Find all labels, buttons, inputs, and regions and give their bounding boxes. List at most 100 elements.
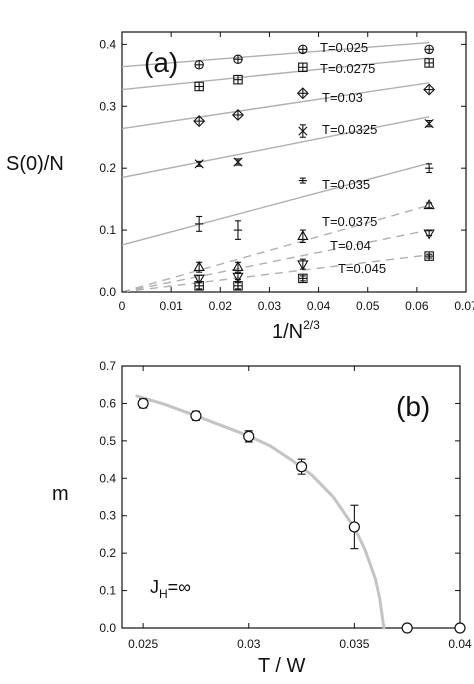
panel-a-point [298,62,308,73]
panel-a-point [232,272,244,283]
panel-a-point [298,177,308,184]
panel-a-point [298,44,308,55]
panel-a-xlabel-main: 1/N [272,321,303,343]
panel-a-fit-line [121,162,430,246]
panel-a-xtick-label: 0.05 [356,299,380,313]
panel-b-ytick-label: 0.4 [99,471,116,485]
panel-a-point [194,60,204,70]
panel-a-ytick-label: 0.1 [99,223,116,237]
panel-a-ylabel: S(0)/N [6,153,64,175]
panel-a-point [297,229,309,244]
panel-b-xtick-label: 0.04 [448,637,472,651]
panel-a-point [194,81,204,92]
panel-a-point [423,199,435,210]
panel-a-xtick-label: 0.01 [159,299,183,313]
panel-b-point [401,622,413,634]
panel-a-series-label: T=0.045 [338,261,386,276]
panel-a-point [233,157,243,167]
panel-a-point [194,215,204,232]
panel-a-point [233,281,243,291]
panel-a-xtick-label: 0.07 [454,299,474,313]
panel-a-fit-line [121,254,430,293]
panel-a-series-label: T=0.03 [322,90,363,105]
panel-a: 0 0.01 0.02 0.03 0.04 0.05 0.06 0.07 0.0 0.1 0.2 0.… [6,31,474,343]
panel-b-ytick-label: 0.1 [99,584,116,598]
panel-a-points [193,44,436,291]
panel-b-xlabel: T / W [258,655,306,677]
panel-a-series-label: T=0.0325 [322,122,377,137]
panel-b-annotation: JH=∞ [150,577,191,601]
panel-b-xtick-label: 0.03 [237,637,261,651]
panel-b-xtick-label: 0.025 [128,637,158,651]
panel-b-ytick-label: 0.7 [99,359,116,373]
panel-a-point [233,74,243,85]
panel-b-ylabel: m [52,483,69,505]
panel-a-frame [121,31,467,293]
panel-a-fit-line [121,204,430,293]
panel-b-points [137,397,466,634]
panel-a-point [193,115,206,128]
panel-b-point [243,430,255,443]
panel-a-label: (a) [144,47,178,78]
panel-a-fit-line [121,41,430,68]
panel-a-point [232,260,244,273]
panel-a-fit-line [121,229,430,293]
panel-b-point [137,397,149,410]
panel-a-xtick-label: 0.04 [307,299,331,313]
panel-a-ytick-label: 0.0 [99,285,116,299]
panel-a-ticks: 0 0.01 0.02 0.03 0.04 0.05 0.06 0.07 0.0 0.1 0.2 0.… [99,32,474,313]
panel-b-ytick-label: 0.6 [99,396,116,410]
panel-a-point [233,220,243,240]
panel-a-point [194,281,204,291]
panel-a-series-label: T=0.035 [322,177,370,192]
panel-a-xtick-label: 0.06 [405,299,429,313]
panel-a-xtick-label: 0 [119,299,126,313]
panel-a-xlabel: 1/N2/3 [272,318,320,343]
panel-b-ytick-label: 0.3 [99,509,116,523]
panel-a-point [424,163,434,174]
panel-a-series-label: T=0.025 [320,40,368,55]
panel-a-point [424,119,434,129]
panel-a-point [297,258,309,271]
panel-b-point [348,504,360,550]
panel-a-series-labels: T=0.025 T=0.0275 T=0.03 T=0.0325 T=0.035 T=0.… [320,40,386,276]
panel-a-xtick-label: 0.03 [258,299,282,313]
panel-a-xtick-label: 0.02 [209,299,233,313]
panel-a-point [424,44,434,55]
panel-b-ytick-label: 0.0 [99,621,116,635]
panel-a-series-label: T=0.0275 [320,61,375,76]
panel-b-xtick-label: 0.035 [339,637,369,651]
panel-a-point [193,260,205,273]
panel-a-point [298,124,308,138]
panel-a-series-label: T=0.0375 [322,214,377,229]
panel-b-point [190,410,202,422]
panel-a-ytick-label: 0.2 [99,161,116,175]
panel-b-frame [121,365,461,629]
panel-a-point [194,159,204,169]
panel-b-point [295,458,308,475]
panel-b-ytick-label: 0.5 [99,434,116,448]
panel-a-ytick-label: 0.3 [99,99,116,113]
panel-a-fit-line [121,116,430,179]
annotation-rest: =∞ [168,577,192,597]
panel-a-ytick-label: 0.4 [99,37,116,51]
annotation-sub: H [159,587,168,601]
panel-a-fit-line [121,57,430,91]
panel-a-fit-line [121,82,430,130]
panel-a-point [296,87,309,100]
panel-a-series-label: T=0.04 [330,238,371,253]
panel-b-point [454,622,466,634]
panel-a-point [231,108,244,121]
panel-a-point [298,273,308,284]
panel-a-point [423,83,436,96]
panel-b: 0.025 0.03 0.035 0.04 0.0 0.1 0.2 0.3 0.4 0.5 0.6 0… [52,359,472,677]
panel-a-point [423,229,435,240]
panel-a-fit-lines [121,41,430,293]
annotation-j: J [150,577,159,597]
panel-a-point [424,58,434,68]
panel-a-point [233,54,243,64]
panel-a-point [424,251,434,261]
panel-a-xlabel-exponent: 2/3 [303,318,320,332]
panel-b-ticks: 0.025 0.03 0.035 0.04 0.0 0.1 0.2 0.3 0.4 0.5 0.6 0… [99,359,472,651]
